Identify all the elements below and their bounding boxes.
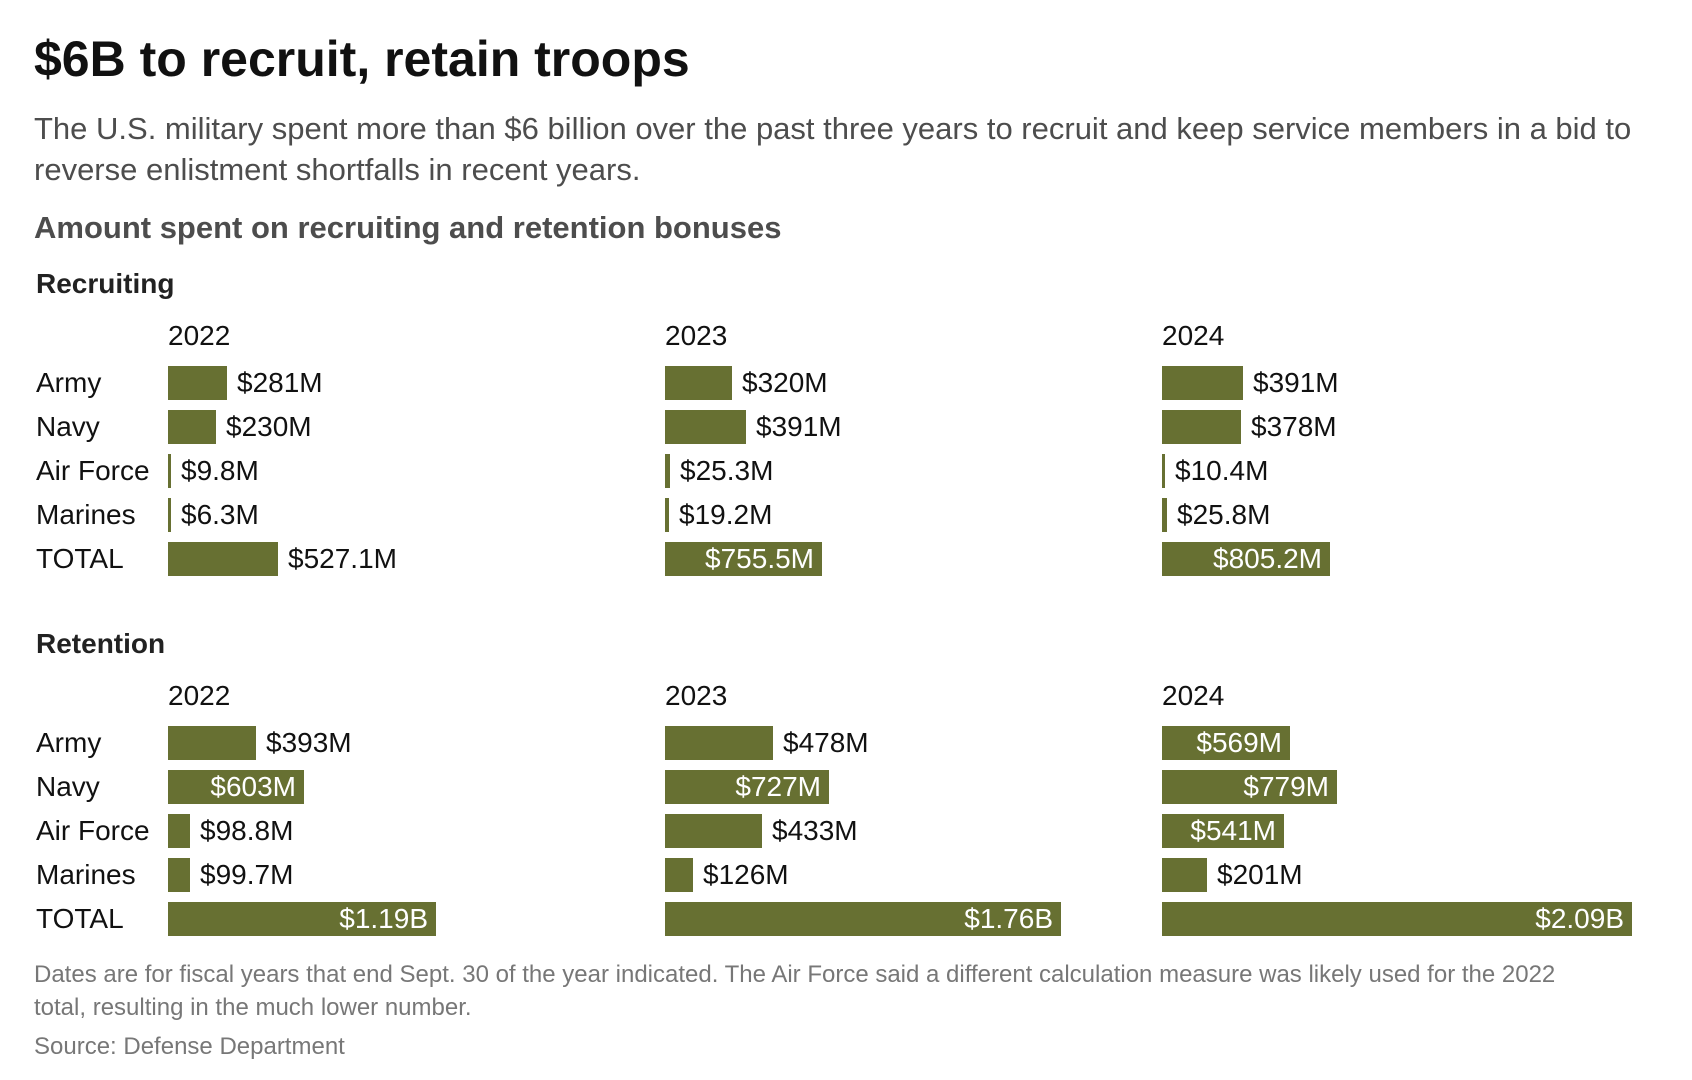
recruiting-value-label: $755.5M bbox=[705, 543, 814, 574]
retention-bar bbox=[665, 814, 762, 848]
recruiting-bar bbox=[665, 542, 822, 576]
retention-bar bbox=[1162, 726, 1290, 760]
retention-section-label: Retention bbox=[36, 628, 166, 659]
retention-bar bbox=[665, 726, 773, 760]
recruiting-bar bbox=[665, 498, 669, 532]
recruiting-value-label: $527.1M bbox=[288, 543, 397, 574]
recruiting-value-label: $281M bbox=[237, 367, 323, 398]
recruiting-row-label: Air Force bbox=[36, 455, 150, 486]
recruiting-row-label: Army bbox=[36, 367, 102, 398]
recruiting-value-label: $25.8M bbox=[1177, 499, 1271, 530]
retention-value-label: $433M bbox=[772, 815, 858, 846]
recruiting-value-label: $391M bbox=[1253, 367, 1339, 398]
retention-value-label: $478M bbox=[783, 727, 869, 758]
recruiting-value-label: $6.3M bbox=[181, 499, 259, 530]
retention-value-label: $1.19B bbox=[339, 903, 428, 934]
recruiting-row-label: Marines bbox=[36, 499, 136, 530]
chart-heading: Amount spent on recruiting and retention… bbox=[34, 210, 782, 245]
retention-year-label: 2022 bbox=[168, 680, 231, 711]
recruiting-row-label: Navy bbox=[36, 411, 100, 442]
recruiting-year-label: 2022 bbox=[168, 320, 231, 351]
footnote: Dates are for fiscal years that end Sept… bbox=[34, 961, 1556, 1021]
source-note: Source: Defense Department bbox=[34, 1033, 345, 1060]
retention-row-label: Air Force bbox=[36, 815, 150, 846]
retention-value-label: $779M bbox=[1243, 771, 1329, 802]
retention-row-label: Navy bbox=[36, 771, 100, 802]
retention-bar bbox=[168, 726, 256, 760]
recruiting-value-label: $10.4M bbox=[1175, 455, 1269, 486]
retention-bar bbox=[665, 770, 829, 804]
recruiting-bar bbox=[1162, 454, 1165, 488]
retention-bar bbox=[168, 770, 304, 804]
retention-bar bbox=[665, 858, 693, 892]
recruiting-bar bbox=[1162, 498, 1167, 532]
recruiting-year-label: 2024 bbox=[1162, 320, 1225, 351]
retention-bar bbox=[1162, 902, 1632, 936]
recruiting-value-label: $9.8M bbox=[181, 455, 259, 486]
retention-bar bbox=[168, 858, 190, 892]
recruiting-year-label: 2023 bbox=[665, 320, 728, 351]
retention-value-label: $99.7M bbox=[200, 859, 294, 890]
retention-value-label: $541M bbox=[1190, 815, 1276, 846]
chart-title: $6B to recruit, retain troops bbox=[34, 31, 690, 87]
retention-value-label: $98.8M bbox=[200, 815, 294, 846]
retention-bar bbox=[168, 814, 190, 848]
retention-bar bbox=[665, 902, 1061, 936]
recruiting-value-label: $25.3M bbox=[680, 455, 774, 486]
retention-value-label: $1.76B bbox=[964, 903, 1053, 934]
recruiting-value-label: $805.2M bbox=[1213, 543, 1322, 574]
recruiting-value-label: $230M bbox=[226, 411, 312, 442]
retention-value-label: $126M bbox=[703, 859, 789, 890]
retention-bar bbox=[1162, 770, 1337, 804]
recruiting-value-label: $320M bbox=[742, 367, 828, 398]
retention-value-label: $393M bbox=[266, 727, 352, 758]
recruiting-bar bbox=[665, 410, 746, 444]
recruiting-bar bbox=[168, 542, 278, 576]
retention-value-label: $603M bbox=[210, 771, 296, 802]
retention-value-label: $201M bbox=[1217, 859, 1303, 890]
retention-year-label: 2024 bbox=[1162, 680, 1225, 711]
recruiting-bar bbox=[665, 454, 670, 488]
retention-value-label: $2.09B bbox=[1535, 903, 1624, 934]
recruiting-bar bbox=[168, 366, 227, 400]
retention-row-label: TOTAL bbox=[36, 903, 124, 934]
retention-row-label: Marines bbox=[36, 859, 136, 890]
retention-value-label: $569M bbox=[1196, 727, 1282, 758]
recruiting-bar bbox=[665, 366, 732, 400]
recruiting-value-label: $391M bbox=[756, 411, 842, 442]
retention-value-label: $727M bbox=[735, 771, 821, 802]
retention-row-label: Army bbox=[36, 727, 102, 758]
recruiting-bar bbox=[168, 498, 171, 532]
recruiting-bar bbox=[168, 410, 216, 444]
recruiting-bar bbox=[1162, 366, 1243, 400]
recruiting-value-label: $378M bbox=[1251, 411, 1337, 442]
recruiting-bar bbox=[1162, 542, 1330, 576]
recruiting-bar bbox=[1162, 410, 1241, 444]
retention-bar bbox=[1162, 858, 1207, 892]
recruiting-row-label: TOTAL bbox=[36, 543, 124, 574]
retention-year-label: 2023 bbox=[665, 680, 728, 711]
retention-bar bbox=[1162, 814, 1284, 848]
recruiting-bar bbox=[168, 454, 171, 488]
chart-subtitle: The U.S. military spent more than $6 bil… bbox=[34, 111, 1632, 187]
recruiting-section-label: Recruiting bbox=[36, 268, 175, 299]
recruiting-value-label: $19.2M bbox=[679, 499, 773, 530]
retention-bar bbox=[168, 902, 436, 936]
